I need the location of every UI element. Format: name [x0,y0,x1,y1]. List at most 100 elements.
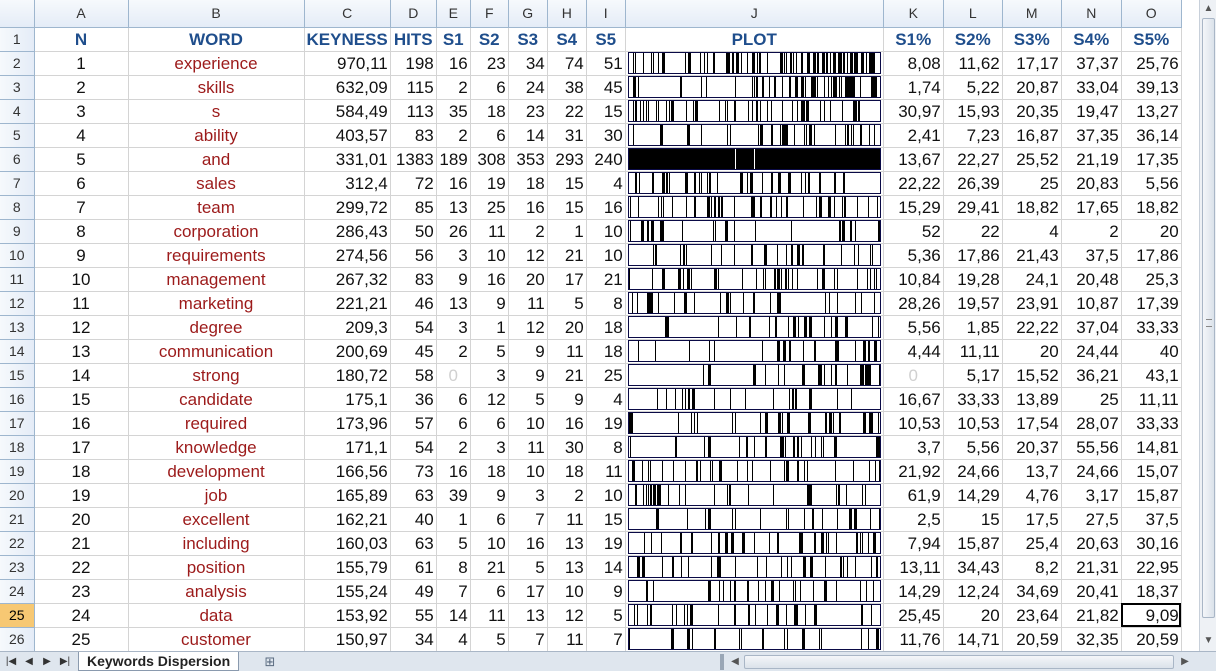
cell-s4-pct[interactable]: 27,5 [1061,507,1122,532]
cell-s4[interactable]: 30 [547,435,587,460]
cell-s4-pct[interactable]: 33,04 [1061,75,1122,100]
cell-s3[interactable]: 17 [508,579,548,604]
cell-hits[interactable]: 54 [390,315,437,340]
cell-s2-pct[interactable]: 14,29 [943,483,1003,508]
cell-s5-pct[interactable]: 40 [1121,339,1182,364]
cell-s3[interactable]: 2 [508,219,548,244]
cell-s1-pct[interactable]: 10,53 [883,411,944,436]
cell-s4[interactable]: 18 [547,459,587,484]
cell-s1[interactable]: 6 [436,387,471,412]
cell-s1[interactable]: 189 [436,147,471,172]
cell-n[interactable]: 2 [34,75,129,100]
header-cell-s5[interactable]: S5 [586,27,626,52]
word-cell[interactable]: customer [128,627,305,651]
cell-s5[interactable]: 8 [586,291,626,316]
cell-s5-pct[interactable]: 33,33 [1121,411,1182,436]
column-header-i[interactable]: I [586,0,626,28]
row-header[interactable]: 14 [0,339,35,364]
cell-s1[interactable]: 16 [436,51,471,76]
cell-s3[interactable]: 12 [508,315,548,340]
select-all-corner[interactable] [0,0,35,28]
cell-s4-pct[interactable]: 32,35 [1061,627,1122,651]
cell-s2-pct[interactable]: 10,53 [943,411,1003,436]
tab-split-handle[interactable] [720,654,724,670]
cell-s5-pct[interactable]: 30,16 [1121,531,1182,556]
cell-n[interactable]: 24 [34,603,129,628]
cell-s3[interactable]: 5 [508,555,548,580]
cell-s3[interactable]: 10 [508,411,548,436]
cell-s5-pct[interactable]: 18,37 [1121,579,1182,604]
cell-s1[interactable]: 16 [436,459,471,484]
word-cell[interactable]: team [128,195,305,220]
cell-keyness[interactable]: 160,03 [304,531,391,556]
cell-s2-pct[interactable]: 19,28 [943,267,1003,292]
next-sheet-icon[interactable]: ▶ [43,656,51,667]
row-header[interactable]: 16 [0,387,35,412]
cell-n[interactable]: 15 [34,387,129,412]
cell-s2-pct[interactable]: 14,71 [943,627,1003,651]
row-header[interactable]: 9 [0,219,35,244]
cell-hits[interactable]: 1383 [390,147,437,172]
cell-s3-pct[interactable]: 21,43 [1002,243,1062,268]
header-cell-plot[interactable]: PLOT [625,27,884,52]
word-cell[interactable]: candidate [128,387,305,412]
cell-s5[interactable]: 11 [586,459,626,484]
cell-s3-pct[interactable]: 34,69 [1002,579,1062,604]
cell-s4-pct[interactable]: 19,47 [1061,99,1122,124]
row-header[interactable]: 20 [0,483,35,508]
cell-s1-pct[interactable]: 3,7 [883,435,944,460]
header-cell-s2[interactable]: S2 [470,27,509,52]
cell-s1-pct[interactable]: 52 [883,219,944,244]
cell-s1[interactable]: 3 [436,315,471,340]
cell-s1[interactable]: 13 [436,195,471,220]
cell-s4[interactable]: 15 [547,171,587,196]
cell-hits[interactable]: 113 [390,99,437,124]
cell-s1[interactable]: 16 [436,171,471,196]
row-header[interactable]: 8 [0,195,35,220]
column-header-l[interactable]: L [943,0,1003,28]
cell-s5[interactable]: 10 [586,243,626,268]
cell-s5[interactable]: 18 [586,339,626,364]
cell-s4[interactable]: 74 [547,51,587,76]
cell-s5-pct[interactable]: 25,3 [1121,267,1182,292]
cell-s2[interactable]: 5 [470,627,509,651]
word-cell[interactable]: excellent [128,507,305,532]
cell-s4-pct[interactable]: 25 [1061,387,1122,412]
cell-s4[interactable]: 31 [547,123,587,148]
header-cell-s1-pct[interactable]: S1% [883,27,944,52]
cell-s2-pct[interactable]: 22 [943,219,1003,244]
cell-s1[interactable]: 35 [436,99,471,124]
cell-keyness[interactable]: 274,56 [304,243,391,268]
dispersion-plot-cell[interactable] [625,363,884,388]
cell-s5[interactable]: 25 [586,363,626,388]
cell-s1[interactable]: 8 [436,555,471,580]
cell-s2[interactable]: 3 [470,363,509,388]
cell-keyness[interactable]: 153,92 [304,603,391,628]
cell-s3-pct[interactable]: 22,22 [1002,315,1062,340]
word-cell[interactable]: job [128,483,305,508]
cell-s3[interactable]: 16 [508,195,548,220]
cell-s3-pct[interactable]: 16,87 [1002,123,1062,148]
header-cell-s5-pct[interactable]: S5% [1121,27,1182,52]
dispersion-plot-cell[interactable] [625,75,884,100]
cell-s2[interactable]: 21 [470,555,509,580]
cell-s4[interactable]: 15 [547,195,587,220]
cell-s4-pct[interactable]: 21,82 [1061,603,1122,628]
dispersion-plot-cell[interactable] [625,603,884,628]
cell-n[interactable]: 6 [34,171,129,196]
cell-n[interactable]: 8 [34,219,129,244]
cell-s1-pct[interactable]: 10,84 [883,267,944,292]
cell-s3-pct[interactable]: 25,52 [1002,147,1062,172]
cell-s3[interactable]: 16 [508,531,548,556]
cell-keyness[interactable]: 166,56 [304,459,391,484]
cell-s3-pct[interactable]: 15,52 [1002,363,1062,388]
word-cell[interactable]: and [128,147,305,172]
cell-s3-pct[interactable]: 17,17 [1002,51,1062,76]
header-cell-s4-pct[interactable]: S4% [1061,27,1122,52]
cell-s2[interactable]: 3 [470,435,509,460]
cell-s3[interactable]: 20 [508,267,548,292]
cell-n[interactable]: 3 [34,99,129,124]
cell-s3-pct[interactable]: 13,7 [1002,459,1062,484]
cell-s1-pct[interactable]: 2,41 [883,123,944,148]
cell-hits[interactable]: 36 [390,387,437,412]
